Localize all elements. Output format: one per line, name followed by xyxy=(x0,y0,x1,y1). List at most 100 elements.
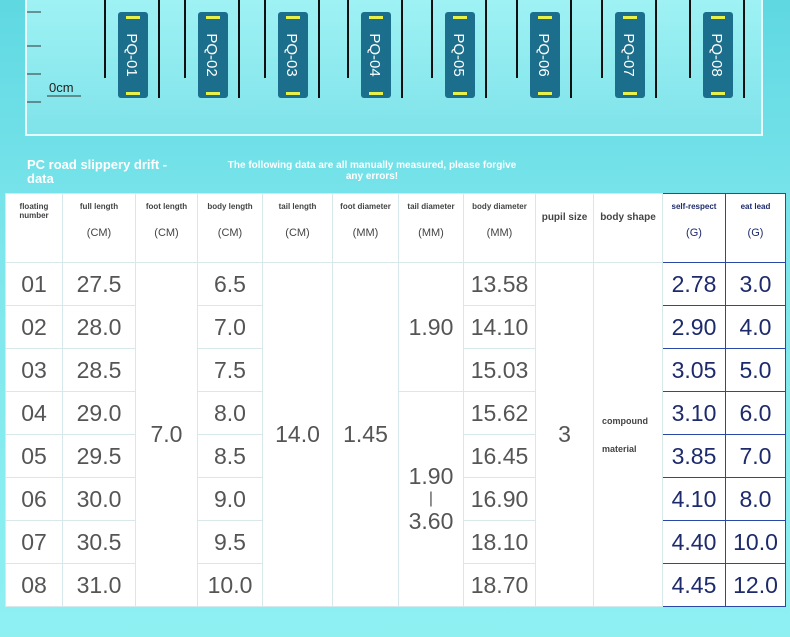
cell: 01 xyxy=(5,262,63,306)
column-name: tail length xyxy=(278,202,317,211)
float-body xyxy=(615,12,645,98)
column-header: body shape xyxy=(593,193,663,263)
cell-text: 2.78 xyxy=(671,270,717,297)
float-tip xyxy=(538,92,552,95)
cell: 4.10 xyxy=(662,477,726,521)
float-label: PQ-03 xyxy=(283,33,300,76)
cell: 13.58 xyxy=(463,262,536,306)
float-tip xyxy=(206,92,220,95)
cell: 07 xyxy=(5,520,63,564)
column-unit: (G) xyxy=(686,227,702,239)
cell: 14.10 xyxy=(463,305,536,349)
cell: 05 xyxy=(5,434,63,478)
cell: 4.0 xyxy=(725,305,786,349)
cell-text: 08 xyxy=(21,571,47,598)
column-header: foot diameter (MM) xyxy=(332,193,399,263)
cell: 4.40 xyxy=(662,520,726,564)
cell-text: 3.85 xyxy=(671,442,717,469)
float-tip xyxy=(711,16,725,19)
cell-text: 7.0 xyxy=(739,442,772,469)
cell-text: 2.90 xyxy=(671,313,717,340)
cell-text: 1.90 xyxy=(408,463,454,489)
cell-text: 4.40 xyxy=(671,528,717,555)
merged-cell: 1.90 xyxy=(398,262,464,392)
column-header: eat lead (G) xyxy=(725,193,786,263)
cell-text: 12.0 xyxy=(733,571,778,598)
merged-cell: 14.0 xyxy=(262,262,333,607)
cell-text: 7.0 xyxy=(150,421,183,447)
cell-text: 18.10 xyxy=(470,528,529,555)
float-body xyxy=(361,12,391,98)
cell: 18.70 xyxy=(463,563,536,607)
float-illustration: 0cm PQ-01 PQ-02 PQ-03 PQ-04 PQ-05 PQ-06 PQ-07 PQ… xyxy=(27,0,745,103)
cell: 10.0 xyxy=(725,520,786,564)
cell: 9.5 xyxy=(197,520,263,564)
cell: 29.5 xyxy=(62,434,136,478)
cell: 10.0 xyxy=(197,563,263,607)
cell-text: 28.5 xyxy=(76,356,122,383)
cell-text: 10.0 xyxy=(733,528,778,555)
cell: 8.0 xyxy=(197,391,263,435)
cell-text: 8.0 xyxy=(214,399,246,426)
cell: 28.0 xyxy=(62,305,136,349)
cell-text: 30.5 xyxy=(76,528,122,555)
merged-cell: compound material xyxy=(593,262,663,607)
cell-text: 07 xyxy=(21,528,47,555)
cell: 27.5 xyxy=(62,262,136,306)
cell: 06 xyxy=(5,477,63,521)
cell: 03 xyxy=(5,348,63,392)
float-tip xyxy=(286,92,300,95)
float-tip xyxy=(623,92,637,95)
column-unit: (CM) xyxy=(86,227,112,239)
cell: 7.0 xyxy=(725,434,786,478)
cell-text: 29.0 xyxy=(76,399,122,426)
cell-text: 6.5 xyxy=(214,270,246,297)
float-body xyxy=(703,12,733,98)
cell: 6.5 xyxy=(197,262,263,306)
column-header: full length (CM) xyxy=(62,193,136,263)
cell-text: 3.60 xyxy=(408,508,454,534)
float-tip xyxy=(369,92,383,95)
cell-text: 3 xyxy=(558,421,571,447)
title: PC road slippery drift - data xyxy=(27,157,168,186)
float-tip xyxy=(286,16,300,19)
spec-table: floating number full length (CM) foot lengt… xyxy=(5,193,786,607)
float-body xyxy=(445,12,475,98)
cell: 9.0 xyxy=(197,477,263,521)
cell-text: 7.5 xyxy=(214,356,246,383)
cell-text: 05 xyxy=(21,442,47,469)
column-header: pupil size xyxy=(535,193,594,263)
cell-text: 04 xyxy=(21,399,47,426)
cell-text: 3.10 xyxy=(671,399,717,426)
column-name: body shape xyxy=(600,212,656,223)
cell-text: 1.45 xyxy=(343,421,388,447)
cell-text: 3.05 xyxy=(671,356,717,383)
cell: 3.85 xyxy=(662,434,726,478)
column-unit: (G) xyxy=(747,227,764,239)
float-body xyxy=(530,12,560,98)
merged-cell: 7.0 xyxy=(135,262,198,607)
float-body xyxy=(118,12,148,98)
cell-text: 31.0 xyxy=(76,571,122,598)
cell-text: material xyxy=(602,443,637,454)
cell-text: 10.0 xyxy=(207,571,253,598)
cell-text: 13.58 xyxy=(470,270,529,297)
cell: 31.0 xyxy=(62,563,136,607)
cell: 5.0 xyxy=(725,348,786,392)
float-tip xyxy=(206,16,220,19)
column-name: eat lead xyxy=(740,202,771,211)
float-panel: 0cm PQ-01 PQ-02 PQ-03 PQ-04 PQ-05 PQ-06 PQ-07 PQ… xyxy=(25,0,763,136)
column-name: foot diameter xyxy=(340,202,391,211)
float-tip xyxy=(453,92,467,95)
float-tip xyxy=(453,16,467,19)
cell-text: 18.70 xyxy=(470,571,529,598)
cell-text: 29.5 xyxy=(76,442,122,469)
cell: 3.05 xyxy=(662,348,726,392)
float-body xyxy=(278,12,308,98)
float-body xyxy=(198,12,228,98)
cell: 7.0 xyxy=(197,305,263,349)
float-label: PQ-02 xyxy=(203,33,220,76)
column-unit: (CM) xyxy=(154,227,179,239)
cell-text: 8.0 xyxy=(739,485,772,512)
float-tip xyxy=(369,16,383,19)
